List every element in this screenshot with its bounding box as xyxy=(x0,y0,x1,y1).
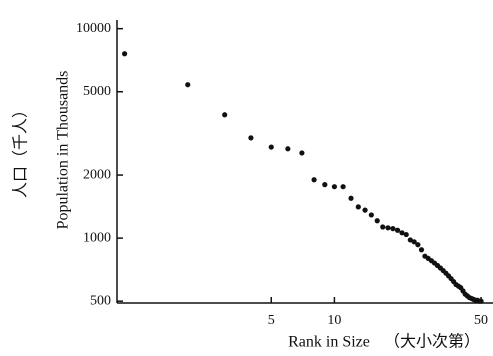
point xyxy=(248,135,254,141)
point xyxy=(478,298,484,304)
y-axis-label: Population in Thousands xyxy=(55,71,72,230)
point xyxy=(355,204,361,210)
point xyxy=(268,144,274,150)
point xyxy=(299,150,305,156)
point xyxy=(331,184,338,190)
point xyxy=(285,146,291,152)
y-axis-label-alt: 人口（千人） xyxy=(12,102,30,198)
point xyxy=(322,182,328,188)
point xyxy=(390,226,396,232)
point xyxy=(348,195,354,201)
x-tick-label: 10 xyxy=(327,313,341,328)
point xyxy=(380,224,386,230)
point xyxy=(415,242,421,248)
point xyxy=(407,237,413,243)
point xyxy=(222,112,228,118)
y-tick-label: 1000 xyxy=(83,230,111,245)
x-axis-label: Rank in Size xyxy=(288,334,370,351)
point xyxy=(311,177,317,183)
point xyxy=(121,51,128,57)
point xyxy=(185,82,191,88)
point xyxy=(385,225,391,231)
point xyxy=(403,231,409,238)
point xyxy=(340,184,346,190)
y-tick-label: 10000 xyxy=(76,21,111,36)
x-tick-label: 50 xyxy=(474,313,488,328)
point xyxy=(362,207,368,213)
y-tick-label: 5000 xyxy=(83,84,111,99)
y-tick-label: 2000 xyxy=(83,167,111,182)
point xyxy=(399,230,405,236)
point xyxy=(418,247,425,253)
point xyxy=(368,212,374,218)
y-tick-label: 500 xyxy=(90,293,111,308)
point xyxy=(411,239,417,245)
point xyxy=(394,227,401,233)
x-axis-label-alt: （大小次第） xyxy=(384,333,480,351)
point xyxy=(374,218,380,224)
x-tick-label: 5 xyxy=(268,313,275,328)
